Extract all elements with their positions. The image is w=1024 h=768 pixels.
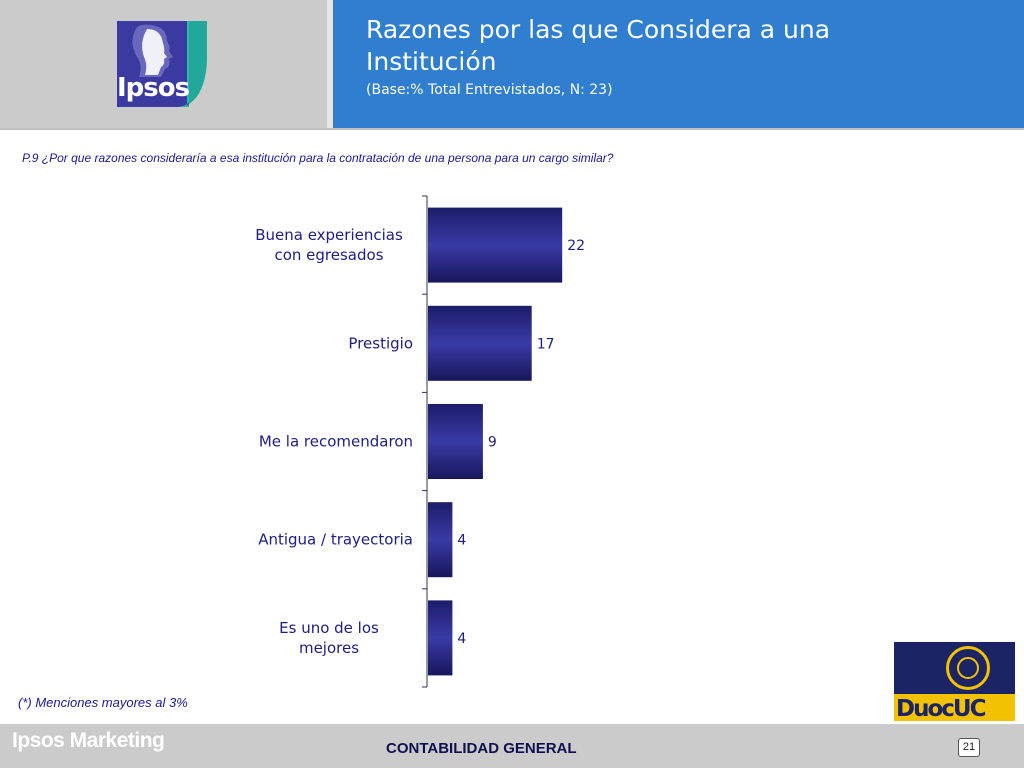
ipsos-logo: Ipsos	[117, 21, 207, 107]
category-label: Buena experiencias con egresados	[255, 226, 403, 264]
footer-bar	[0, 724, 1024, 768]
ipsos-logo-text: Ipsos	[117, 73, 190, 103]
bar-value-label: 4	[457, 533, 466, 549]
footer-course-label: CONTABILIDAD GENERAL	[386, 740, 577, 757]
category-label: Prestigio	[348, 334, 413, 352]
footnote: (*) Menciones mayores al 3%	[18, 695, 188, 710]
category-label: Es uno de los mejores	[279, 619, 379, 657]
ipsos-marketing-brand: Ipsos Marketing	[12, 729, 165, 752]
bar-value-label: 9	[488, 435, 497, 451]
ipsos-logo-graphic	[117, 21, 207, 107]
header-rule	[0, 128, 1024, 130]
bar	[428, 502, 453, 578]
page-number: 21	[958, 738, 980, 757]
duoc-logo-band: DuocUC	[894, 694, 1015, 722]
duoc-seal-icon	[946, 646, 990, 690]
header-title-panel	[333, 0, 1024, 128]
page-subtitle: (Base:% Total Entrevistados, N: 23)	[366, 82, 613, 98]
bar	[428, 305, 532, 381]
duoc-logo-text: DuocUC	[896, 696, 986, 722]
bar	[428, 404, 483, 479]
bar	[428, 600, 453, 676]
duoc-uc-logo: DuocUC	[894, 642, 1015, 722]
question-text: P.9 ¿Por que razones consideraría a esa …	[22, 151, 614, 165]
category-label: Me la recomendaron	[259, 433, 413, 451]
page-title: Razones por las que Considera a una Inst…	[366, 15, 831, 76]
header-divider	[327, 0, 333, 128]
bar-value-label: 22	[567, 238, 585, 254]
category-label: Antigua / trayectoria	[258, 531, 413, 549]
bar-value-label: 17	[537, 336, 555, 352]
bar	[428, 207, 563, 283]
bar-value-label: 4	[457, 631, 466, 647]
